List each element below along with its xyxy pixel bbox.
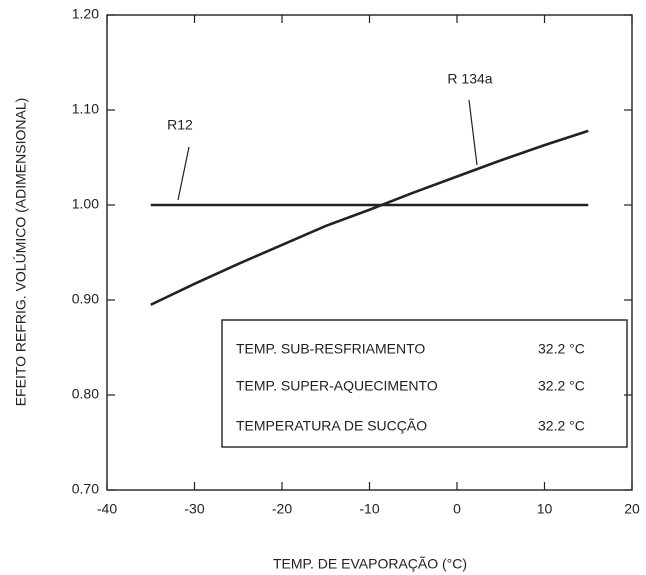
x-tick-label: -10: [359, 501, 379, 517]
y-tick-label: 0.70: [72, 481, 99, 497]
y-tick-label: 0.90: [72, 291, 99, 307]
series-line: [150, 129, 589, 306]
y-tick-label: 0.80: [72, 386, 99, 402]
r12-leader: [177, 146, 190, 201]
condition-value: 32.2 °C: [538, 341, 585, 357]
condition-label: TEMP. SUB-RESFRIAMENTO: [236, 341, 425, 357]
y-tick-label: 1.20: [72, 6, 99, 22]
condition-value: 32.2 °C: [538, 378, 585, 394]
y-axis-label: EFEITO REFRIG. VOLÚMICO (ADIMENSIONAL): [13, 98, 29, 407]
x-axis-label: TEMP. DE EVAPORAÇÃO (°C): [273, 556, 467, 572]
x-tick-label: 0: [453, 501, 461, 517]
x-tick-label: 20: [624, 501, 640, 517]
x-tick-label: -40: [97, 501, 117, 517]
condition-label: TEMPERATURA DE SUCÇÃO: [236, 418, 427, 434]
series-label: R 134a: [447, 71, 492, 87]
condition-label: TEMP. SUPER-AQUECIMENTO: [236, 378, 438, 394]
series-label: R12: [167, 117, 193, 133]
y-tick-label: 1.10: [72, 101, 99, 117]
x-tick-label: -30: [184, 501, 204, 517]
condition-value: 32.2 °C: [538, 418, 585, 434]
x-tick-label: 10: [537, 501, 553, 517]
conditions-box: [221, 319, 628, 448]
x-tick-label: -20: [272, 501, 292, 517]
r134a-leader: [468, 99, 478, 166]
y-tick-label: 1.00: [72, 196, 99, 212]
